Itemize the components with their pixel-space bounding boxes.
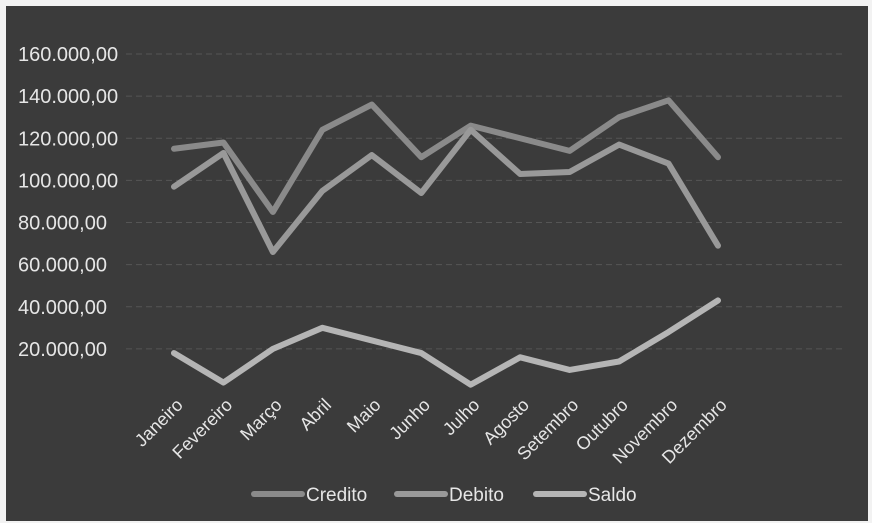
x-tick-label: Maio (343, 395, 385, 437)
y-tick-label: 160.000,00 (18, 44, 118, 66)
legend-label-credito: Credito (306, 485, 367, 506)
x-tick-label: Junho (385, 395, 434, 444)
y-tick-label: 100.000,00 (18, 170, 118, 192)
series-line-credito (171, 97, 721, 215)
y-tick-label: 20.000,00 (18, 339, 107, 361)
y-tick-label: 120.000,00 (18, 128, 118, 150)
legend-label-debito: Debito (449, 485, 504, 506)
line-chart: 20.000,00 40.000,00 60.000,00 80.000,00 100.… (18, 44, 846, 506)
y-tick-label: 80.000,00 (18, 213, 107, 235)
series-line-debito (171, 126, 721, 255)
x-tick-label: Março (236, 395, 286, 445)
chart-panel: 20.000,00 40.000,00 60.000,00 80.000,00 100.… (6, 6, 868, 521)
series-line-saldo (171, 297, 721, 388)
y-tick-label: 40.000,00 (18, 297, 107, 319)
x-tick-label: Julho (439, 395, 484, 440)
legend-label-saldo: Saldo (588, 485, 637, 506)
x-tick-label: Abril (296, 395, 336, 435)
y-tick-label: 60.000,00 (18, 255, 107, 277)
y-tick-label: 140.000,00 (18, 86, 118, 108)
